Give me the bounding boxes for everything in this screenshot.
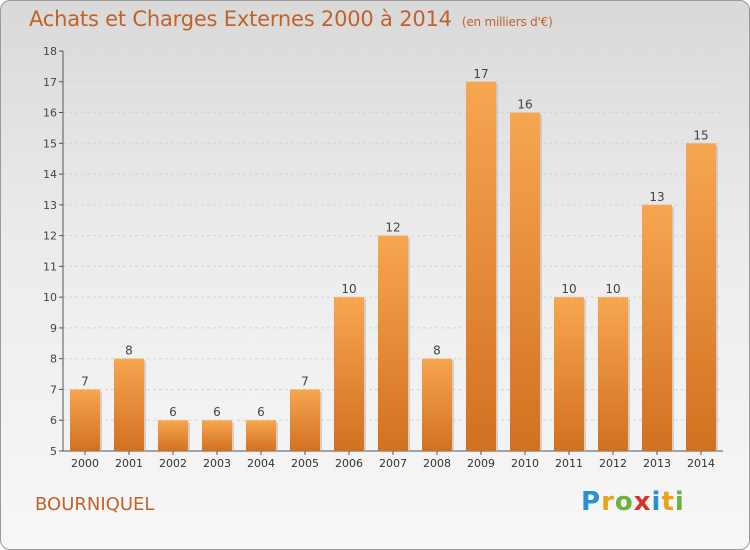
bar-2009 <box>466 81 496 452</box>
bar-2007 <box>378 235 408 451</box>
data-labels: 7 8 6 6 6 7 10 12 8 17 16 10 10 13 15 <box>81 67 708 419</box>
data-label-2014: 15 <box>693 128 708 142</box>
bar-2005 <box>290 389 320 451</box>
data-label-2007: 12 <box>385 221 400 235</box>
brand-letter: t <box>661 487 675 517</box>
location-name: BOURNIQUEL <box>35 494 155 515</box>
data-label-2006: 10 <box>341 282 356 296</box>
bar-2012 <box>598 297 628 451</box>
brand-letter: P <box>581 487 602 517</box>
y-tick-label: 18 <box>43 45 57 58</box>
bar-2000 <box>70 389 100 451</box>
brand-letter: i <box>674 487 685 517</box>
y-tick-label: 5 <box>50 445 57 458</box>
data-label-2012: 10 <box>605 282 620 296</box>
x-tick-label: 2006 <box>335 457 363 470</box>
x-tick-label: 2008 <box>423 457 451 470</box>
data-label-2011: 10 <box>561 282 576 296</box>
x-tick-label: 2001 <box>115 457 143 470</box>
x-tick-label: 2004 <box>247 457 275 470</box>
x-tick-label: 2003 <box>203 457 231 470</box>
y-tick-label: 14 <box>43 168 57 181</box>
x-tick-label: 2014 <box>687 457 715 470</box>
bar-2014 <box>686 143 716 452</box>
y-tick-label: 9 <box>50 322 57 335</box>
bar-2003 <box>202 420 232 451</box>
x-tick-label: 2013 <box>643 457 671 470</box>
bar-2006 <box>334 297 364 451</box>
y-tick-label: 15 <box>43 137 57 150</box>
brand-letter: x <box>633 487 652 517</box>
brand-letter: r <box>601 487 615 517</box>
x-tick-label: 2012 <box>599 457 627 470</box>
bar-2013 <box>642 204 672 451</box>
chart-title: Achats et Charges Externes 2000 à 2014 (e… <box>29 7 553 31</box>
data-label-2013: 13 <box>649 190 664 204</box>
y-tick-label: 7 <box>50 383 57 396</box>
bar-2004 <box>246 420 276 451</box>
data-label-2000: 7 <box>81 374 89 388</box>
bar-2008 <box>422 358 452 451</box>
x-tick-label: 2010 <box>511 457 539 470</box>
x-tick-label: 2000 <box>71 457 99 470</box>
y-tick-label: 12 <box>43 230 57 243</box>
x-tick-label: 2002 <box>159 457 187 470</box>
bar-2010 <box>510 112 540 452</box>
data-label-2003: 6 <box>213 405 221 419</box>
bar-2001 <box>114 358 144 451</box>
x-tick-label: 2009 <box>467 457 495 470</box>
y-tick-label: 13 <box>43 199 57 212</box>
brand-letter: i <box>651 487 662 517</box>
data-label-2002: 6 <box>169 405 177 419</box>
brand-letter: o <box>614 487 634 517</box>
x-tick-label: 2005 <box>291 457 319 470</box>
bar-2011 <box>554 297 584 451</box>
data-label-2005: 7 <box>301 374 309 388</box>
x-tick-label: 2011 <box>555 457 583 470</box>
chart-title-text: Achats et Charges Externes 2000 à 2014 <box>29 7 452 31</box>
chart-unit: (en milliers d'€) <box>461 15 553 29</box>
y-tick-label: 17 <box>43 76 57 89</box>
data-label-2010: 16 <box>517 98 532 112</box>
data-label-2008: 8 <box>433 344 441 358</box>
y-tick-label: 8 <box>50 353 57 366</box>
y-tick-label: 6 <box>50 414 57 427</box>
x-tick-label: 2007 <box>379 457 407 470</box>
y-tick-label: 11 <box>43 260 57 273</box>
y-tick-label: 10 <box>43 291 57 304</box>
data-label-2001: 8 <box>125 344 133 358</box>
data-label-2009: 17 <box>473 67 488 81</box>
y-tick-label: 16 <box>43 107 57 120</box>
data-label-2004: 6 <box>257 405 265 419</box>
bars <box>70 81 718 452</box>
bar-2002 <box>158 420 188 451</box>
brand-logo: Proxiti <box>581 487 685 517</box>
